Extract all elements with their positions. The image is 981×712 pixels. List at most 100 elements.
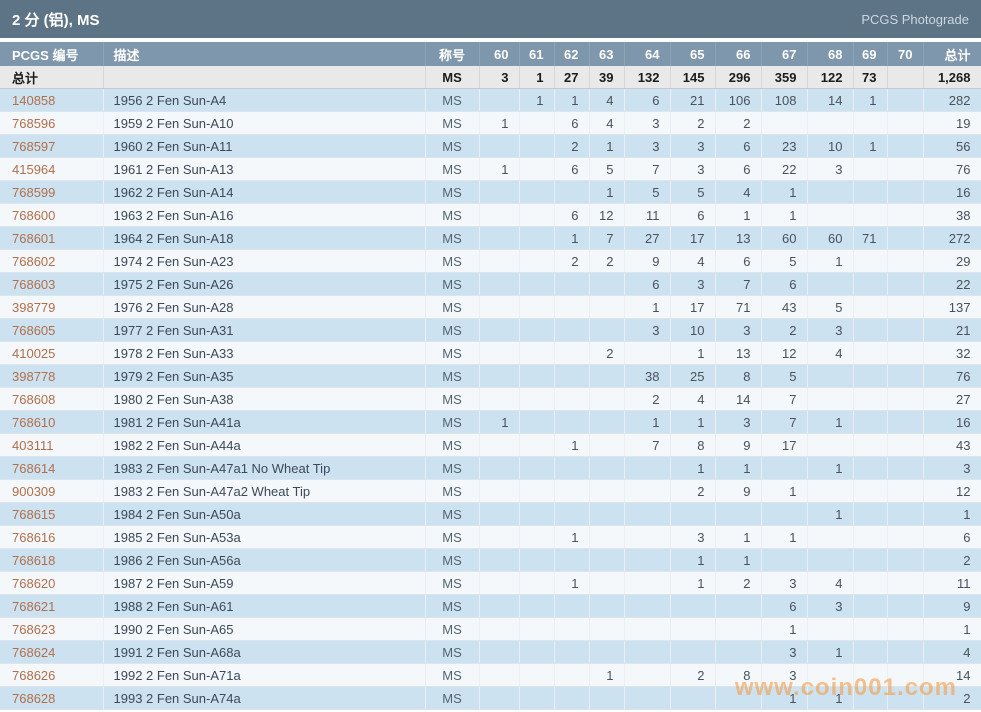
pcgs-number-link[interactable]: 398778 <box>0 364 104 388</box>
designation-cell: MS <box>425 295 480 319</box>
pcgs-number-link[interactable]: 410025 <box>0 341 104 365</box>
grade-count-cell <box>479 88 520 112</box>
pcgs-photograde-link[interactable]: PCGS Photograde <box>861 11 969 27</box>
totals-grade-65: 145 <box>670 66 716 89</box>
page-title: 2 分 (铝), MS <box>12 11 100 29</box>
pcgs-number-link[interactable]: 768620 <box>0 571 104 595</box>
grade-count-cell: 2 <box>670 111 716 135</box>
grade-count-cell: 1 <box>479 410 520 434</box>
grade-count-cell: 1 <box>554 226 590 250</box>
designation-cell: MS <box>425 157 480 181</box>
grade-count-cell <box>519 180 555 204</box>
pcgs-number-link[interactable]: 768610 <box>0 410 104 434</box>
grade-count-cell: 3 <box>624 134 671 158</box>
grade-count-cell <box>479 571 520 595</box>
pcgs-number-link[interactable]: 768601 <box>0 226 104 250</box>
column-header-description: 描述 <box>103 42 426 66</box>
pcgs-number-link[interactable]: 768614 <box>0 456 104 480</box>
pcgs-number-link[interactable]: 768597 <box>0 134 104 158</box>
grade-count-cell <box>715 640 762 664</box>
pcgs-number-link[interactable]: 768624 <box>0 640 104 664</box>
pcgs-number-link[interactable]: 768616 <box>0 525 104 549</box>
pcgs-number-link[interactable]: 768605 <box>0 318 104 342</box>
coin-description: 1977 2 Fen Sun-A31 <box>103 318 426 342</box>
row-total-cell: 1 <box>923 617 981 641</box>
grade-count-cell: 1 <box>807 249 854 273</box>
grade-count-cell <box>554 318 590 342</box>
pcgs-number-link[interactable]: 768626 <box>0 663 104 687</box>
grade-count-cell: 6 <box>761 272 808 296</box>
pcgs-number-link[interactable]: 768596 <box>0 111 104 135</box>
coin-description: 1980 2 Fen Sun-A38 <box>103 387 426 411</box>
coin-description: 1991 2 Fen Sun-A68a <box>103 640 426 664</box>
pcgs-number-link[interactable]: 398779 <box>0 295 104 319</box>
grade-count-cell <box>554 479 590 503</box>
pcgs-number-link[interactable]: 768628 <box>0 686 104 710</box>
totals-grade-60: 3 <box>479 66 520 89</box>
column-header-total: 总计 <box>923 42 981 66</box>
grade-count-cell <box>624 456 671 480</box>
grade-count-cell <box>519 640 555 664</box>
pcgs-number-link[interactable]: 768603 <box>0 272 104 296</box>
pcgs-number-link[interactable]: 768615 <box>0 502 104 526</box>
pcgs-number-link[interactable]: 768623 <box>0 617 104 641</box>
pcgs-number-link[interactable]: 768600 <box>0 203 104 227</box>
table-row: 398779 1976 2 Fen Sun-A28 MS 1 17 71 43 5 137 <box>0 295 981 319</box>
header-row: PCGS 编号 描述 称号 60 61 62 63 64 65 66 67 68… <box>0 42 981 66</box>
grade-count-cell <box>853 456 888 480</box>
coin-description: 1982 2 Fen Sun-A44a <box>103 433 426 457</box>
table-row: 403111 1982 2 Fen Sun-A44a MS 1 7 8 9 17 43 <box>0 433 981 457</box>
pcgs-number-link[interactable]: 768618 <box>0 548 104 572</box>
row-total-cell: 19 <box>923 111 981 135</box>
grade-count-cell <box>519 318 555 342</box>
grade-count-cell <box>624 548 671 572</box>
grade-count-cell <box>887 640 924 664</box>
grade-count-cell <box>887 594 924 618</box>
grade-count-cell: 17 <box>761 433 808 457</box>
table-row: 768620 1987 2 Fen Sun-A59 MS 1 1 2 3 4 11 <box>0 571 981 595</box>
pcgs-number-link[interactable]: 403111 <box>0 433 104 457</box>
designation-cell: MS <box>425 548 480 572</box>
grade-count-cell: 1 <box>670 410 716 434</box>
grade-count-cell: 23 <box>761 134 808 158</box>
grade-count-cell: 1 <box>589 134 625 158</box>
pcgs-number-link[interactable]: 140858 <box>0 88 104 112</box>
designation-cell: MS <box>425 272 480 296</box>
designation-cell: MS <box>425 433 480 457</box>
table-row: 140858 1956 2 Fen Sun-A4 MS 1 1 4 6 21 106 108 14 1… <box>0 88 981 112</box>
grade-count-cell: 3 <box>807 318 854 342</box>
grade-count-cell <box>715 502 762 526</box>
column-header-designation: 称号 <box>425 42 480 66</box>
grade-count-cell <box>479 525 520 549</box>
pcgs-number-link[interactable]: 900309 <box>0 479 104 503</box>
grade-count-cell: 9 <box>715 433 762 457</box>
designation-cell: MS <box>425 410 480 434</box>
pcgs-number-link[interactable]: 768599 <box>0 180 104 204</box>
grade-count-cell <box>853 548 888 572</box>
pcgs-number-link[interactable]: 768608 <box>0 387 104 411</box>
coin-description: 1992 2 Fen Sun-A71a <box>103 663 426 687</box>
totals-grand-total: 1,268 <box>923 66 981 89</box>
pcgs-number-link[interactable]: 415964 <box>0 157 104 181</box>
grade-count-cell <box>479 249 520 273</box>
grade-count-cell: 3 <box>624 318 671 342</box>
grade-count-cell <box>624 341 671 365</box>
pcgs-number-link[interactable]: 768621 <box>0 594 104 618</box>
coin-description: 1959 2 Fen Sun-A10 <box>103 111 426 135</box>
column-header-grade-63: 63 <box>589 42 625 66</box>
totals-grade-68: 122 <box>807 66 854 89</box>
grade-count-cell <box>519 203 555 227</box>
coin-description: 1981 2 Fen Sun-A41a <box>103 410 426 434</box>
grade-count-cell: 9 <box>715 479 762 503</box>
grade-count-cell: 5 <box>589 157 625 181</box>
grade-count-cell: 1 <box>715 456 762 480</box>
totals-grade-61: 1 <box>519 66 555 89</box>
coin-description: 1987 2 Fen Sun-A59 <box>103 571 426 595</box>
grade-count-cell <box>554 640 590 664</box>
pcgs-number-link[interactable]: 768602 <box>0 249 104 273</box>
totals-grade-62: 27 <box>554 66 590 89</box>
grade-count-cell: 6 <box>715 157 762 181</box>
grade-count-cell <box>853 410 888 434</box>
grade-count-cell: 4 <box>589 111 625 135</box>
grade-count-cell <box>519 456 555 480</box>
